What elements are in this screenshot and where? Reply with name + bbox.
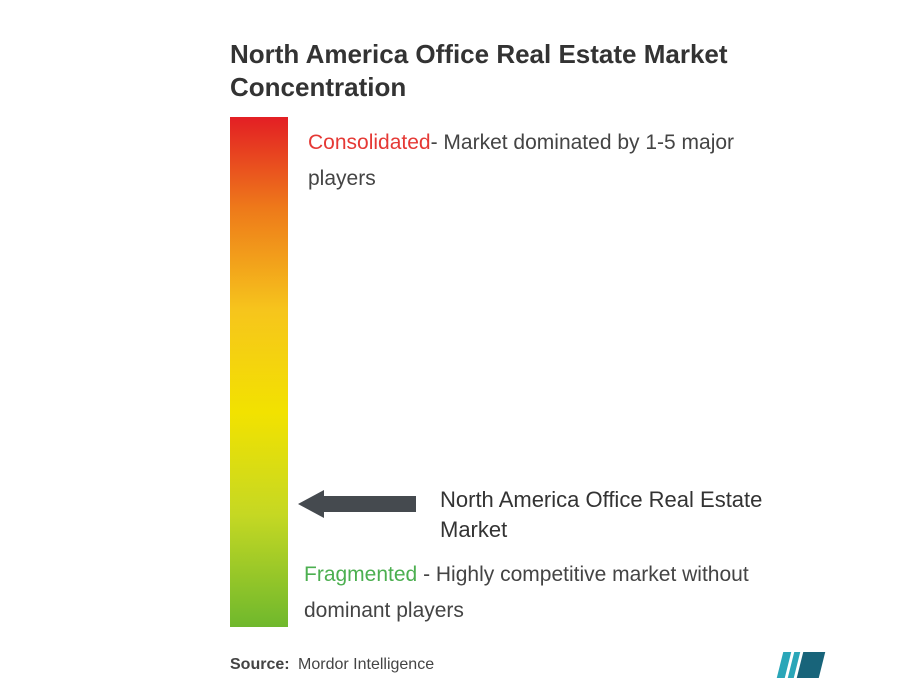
fragmented-label: Fragmented - Highly competitive market w… bbox=[304, 557, 804, 628]
marker-label: North America Office Real Estate Market bbox=[440, 485, 830, 544]
source-label: Source: bbox=[230, 656, 290, 673]
chart-title: North America Office Real Estate Market … bbox=[230, 38, 750, 103]
source-line: Source: Mordor Intelligence bbox=[230, 656, 434, 674]
concentration-scale: Consolidated- Market dominated by 1-5 ma… bbox=[230, 117, 830, 627]
consolidated-label: Consolidated- Market dominated by 1-5 ma… bbox=[308, 125, 778, 196]
gradient-bar bbox=[230, 117, 288, 627]
marker-arrow-icon bbox=[298, 490, 416, 518]
consolidated-keyword: Consolidated bbox=[308, 131, 431, 154]
fragmented-keyword: Fragmented bbox=[304, 563, 417, 586]
footer: Source: Mordor Intelligence bbox=[230, 652, 830, 678]
mordor-logo-icon bbox=[780, 652, 830, 678]
source-value: Mordor Intelligence bbox=[298, 656, 434, 673]
